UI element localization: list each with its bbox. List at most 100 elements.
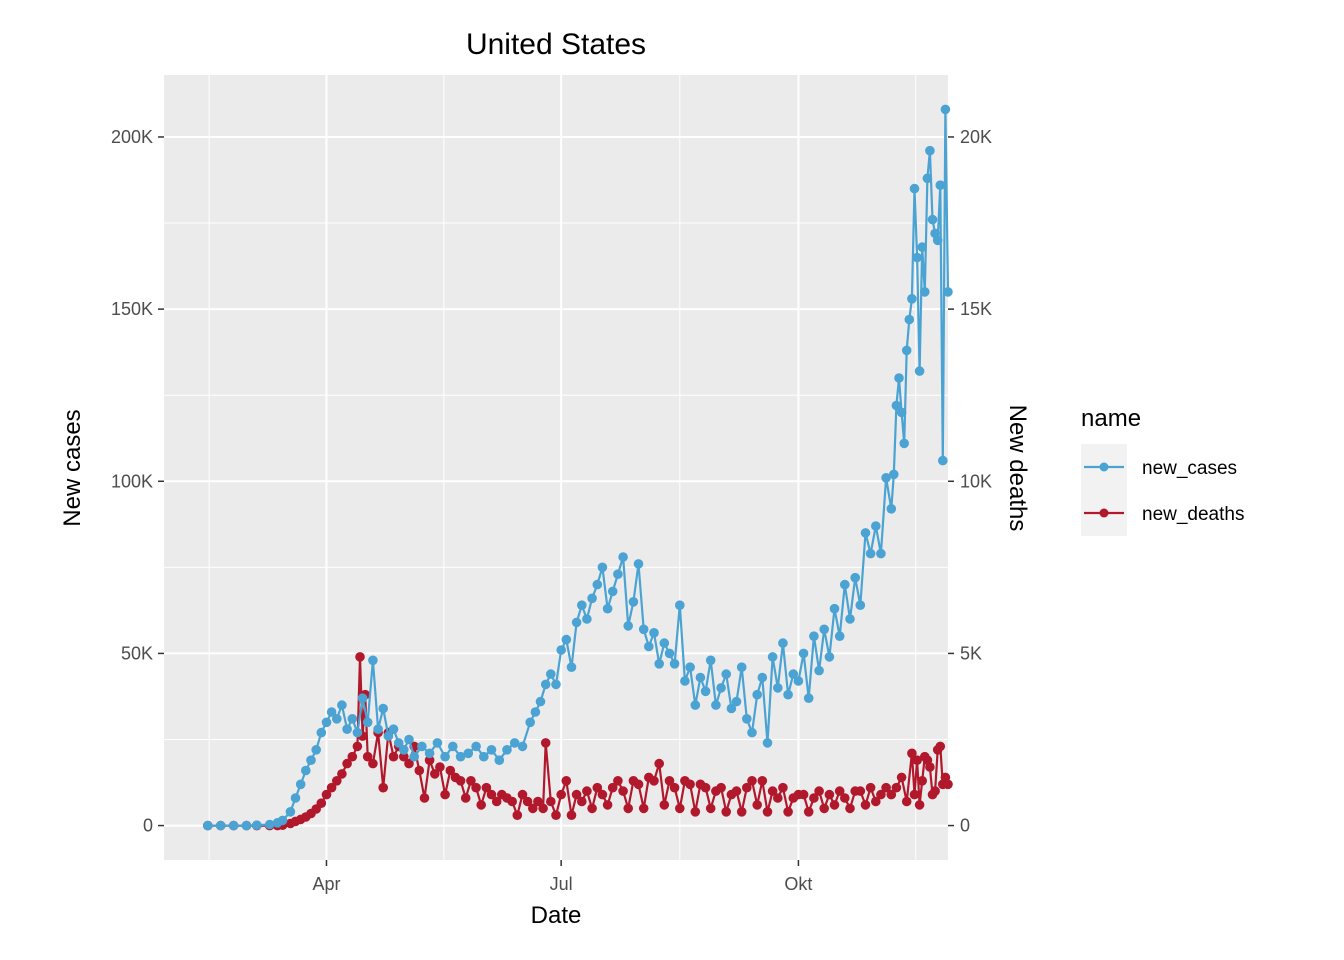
data-point — [747, 776, 757, 786]
data-point — [778, 782, 788, 793]
data-point — [424, 748, 435, 759]
y-tick-label: 200K — [111, 127, 153, 147]
data-point — [736, 662, 747, 672]
data-point — [904, 314, 915, 325]
data-point — [881, 782, 891, 793]
data-point — [680, 676, 690, 686]
data-point — [618, 552, 628, 562]
data-point — [871, 796, 881, 807]
data-point — [455, 776, 466, 786]
data-point — [834, 786, 845, 796]
data-point — [896, 407, 907, 418]
data-point — [917, 242, 927, 252]
data-point — [901, 345, 912, 356]
legend-key-new-deaths-point — [1099, 508, 1109, 518]
data-point — [445, 765, 456, 776]
data-point — [528, 803, 538, 814]
data-point — [577, 600, 587, 610]
data-point — [326, 707, 337, 717]
data-point — [419, 793, 430, 803]
data-point — [417, 741, 427, 752]
data-point — [540, 679, 551, 690]
data-point — [819, 624, 829, 635]
data-point — [607, 782, 618, 793]
data-point — [409, 751, 420, 762]
data-point — [388, 724, 399, 734]
data-point — [891, 782, 902, 793]
data-point — [479, 751, 489, 762]
data-point — [834, 631, 845, 641]
data-point — [721, 669, 731, 679]
data-point — [337, 769, 347, 779]
data-point — [566, 810, 577, 820]
data-point — [865, 782, 876, 793]
data-point — [747, 727, 757, 738]
data-point — [633, 559, 644, 569]
data-point — [628, 597, 639, 607]
data-point — [378, 782, 389, 793]
data-point — [654, 758, 664, 769]
data-point — [481, 782, 492, 793]
data-point — [871, 521, 881, 531]
data-point — [659, 638, 670, 648]
data-point — [731, 786, 742, 796]
data-point — [577, 796, 587, 807]
data-point — [623, 803, 633, 814]
data-point — [793, 676, 804, 686]
data-point — [700, 782, 711, 793]
data-point — [814, 665, 824, 676]
data-point — [899, 438, 909, 449]
data-point — [582, 786, 592, 796]
data-point — [592, 579, 603, 590]
series-layer — [203, 104, 953, 831]
data-point — [940, 104, 951, 115]
data-point — [228, 820, 239, 831]
data-point — [675, 803, 685, 814]
data-point — [886, 504, 897, 514]
data-point — [633, 779, 644, 790]
data-point — [814, 786, 824, 796]
data-point — [907, 748, 917, 759]
x-axis-title: Date — [531, 902, 582, 929]
data-point — [840, 579, 850, 590]
data-point — [845, 803, 855, 814]
data-point — [914, 366, 925, 376]
data-point — [290, 793, 301, 803]
data-point — [404, 734, 414, 745]
data-point — [623, 621, 633, 631]
data-point — [592, 782, 603, 793]
data-point — [889, 469, 899, 480]
data-point — [241, 820, 252, 831]
data-point — [587, 593, 597, 604]
data-point — [538, 803, 548, 814]
y-axis-right: 0 5K 10K 15K 20K — [948, 127, 992, 836]
series-new-cases — [203, 104, 953, 831]
data-point — [845, 614, 855, 624]
data-point — [535, 696, 546, 707]
data-point — [507, 796, 517, 807]
data-point — [930, 786, 940, 796]
data-point — [850, 572, 860, 583]
data-point — [332, 714, 342, 724]
data-point — [607, 586, 618, 597]
data-point — [876, 789, 886, 800]
data-point — [587, 803, 597, 814]
data-point — [752, 800, 762, 810]
data-point — [721, 807, 731, 817]
data-point — [742, 782, 752, 793]
data-point — [326, 782, 337, 793]
data-point — [383, 731, 394, 741]
data-point — [860, 800, 871, 810]
data-point — [896, 772, 907, 783]
data-point — [855, 600, 866, 610]
data-point — [798, 789, 809, 800]
data-point — [690, 700, 701, 710]
data-point — [705, 655, 716, 666]
data-point — [571, 789, 582, 800]
data-point — [767, 652, 778, 662]
data-point — [943, 287, 953, 297]
y-axis-title: New cases — [59, 409, 86, 526]
data-point — [736, 807, 747, 817]
data-point — [440, 789, 450, 800]
data-point — [881, 473, 891, 483]
